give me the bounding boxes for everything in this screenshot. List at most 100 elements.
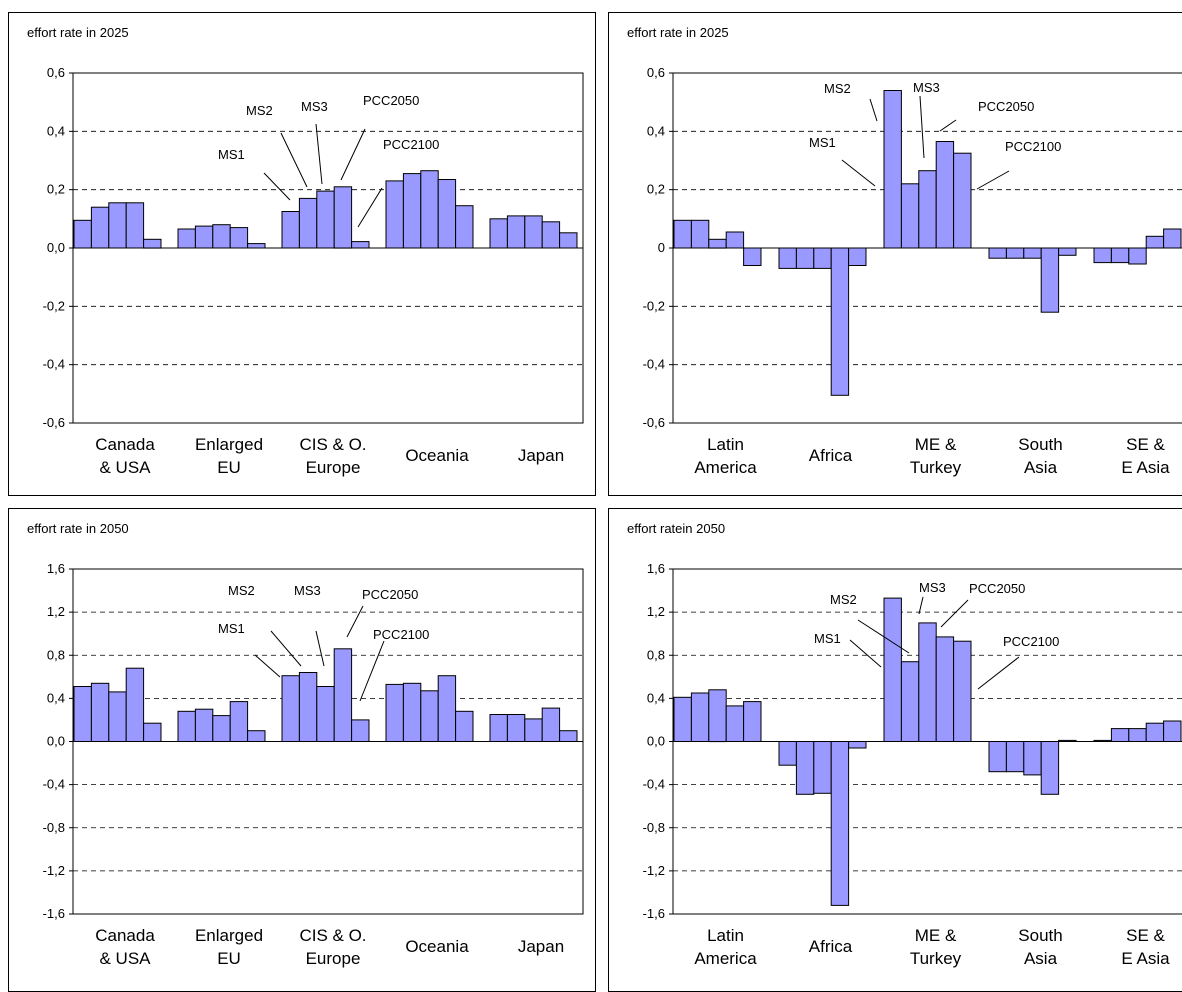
series-annotation-label: PCC2100 — [383, 137, 439, 152]
bar — [1023, 741, 1042, 776]
y-tick-label: -0,6 — [43, 415, 65, 430]
y-tick-label: 1,6 — [47, 561, 65, 576]
bar — [541, 221, 561, 249]
bar — [177, 710, 196, 743]
bar — [1005, 741, 1025, 773]
bar — [108, 691, 127, 742]
category-label: SE & — [1126, 435, 1165, 454]
annotation-leader-line — [280, 132, 308, 188]
category-label: E Asia — [1121, 458, 1170, 477]
chart-panel-bottom-left: effort rate in 2050 1,6 1,2 0,8 0,4 0,0 -0,4 -0… — [8, 508, 596, 992]
category-label: Japan — [518, 446, 564, 465]
y-tick-label: 0,6 — [47, 65, 65, 80]
annotation-leader-line — [869, 98, 878, 122]
y-tick-label: 1,2 — [47, 604, 65, 619]
category-label: America — [694, 458, 757, 477]
category-label: Enlarged — [195, 926, 263, 945]
category-label: EU — [217, 458, 241, 477]
annotation-leader-line — [977, 656, 1020, 690]
y-tick-label: 0,4 — [647, 690, 665, 705]
category-label: South — [1018, 435, 1062, 454]
series-annotation-label: PCC2100 — [1005, 139, 1061, 154]
y-tick-label: -1,2 — [643, 863, 665, 878]
bar — [524, 718, 543, 742]
bar — [298, 672, 318, 742]
annotation-leader-line — [357, 187, 383, 228]
bar — [935, 636, 955, 742]
bar — [437, 675, 457, 742]
series-annotation-label: MS2 — [228, 583, 255, 598]
y-tick-label: 0,4 — [47, 690, 65, 705]
bar — [420, 170, 439, 249]
annotation-leader-line — [939, 119, 957, 132]
bar — [281, 675, 300, 742]
y-tick-label: 1,6 — [647, 561, 665, 576]
bar — [455, 205, 474, 249]
bar — [1040, 741, 1060, 795]
y-tick-label: -1,2 — [43, 863, 65, 878]
y-tick-label: -0,8 — [43, 820, 65, 835]
category-label: Enlarged — [195, 435, 263, 454]
bar — [900, 661, 920, 742]
category-label: Turkey — [910, 458, 962, 477]
category-label: Europe — [306, 458, 361, 477]
bar — [988, 741, 1007, 773]
bar — [541, 707, 561, 743]
bar — [316, 190, 335, 249]
category-label: Europe — [306, 949, 361, 968]
category-label: Japan — [518, 937, 564, 956]
series-annotation-label: MS1 — [218, 621, 245, 636]
annotation-leader-line — [254, 654, 281, 678]
bar — [506, 215, 526, 249]
category-label: ME & — [915, 926, 957, 945]
category-label: & USA — [99, 949, 151, 968]
bar — [90, 206, 110, 249]
bar — [1163, 228, 1182, 249]
bar — [1110, 728, 1130, 743]
category-label: Canada — [95, 926, 155, 945]
category-label: Latin — [707, 435, 744, 454]
chart-title: effort rate in 2025 — [27, 25, 129, 40]
bar — [883, 90, 902, 249]
annotation-leader-line — [315, 630, 325, 667]
y-tick-label: -0,8 — [643, 820, 665, 835]
y-tick-label: -1,6 — [643, 906, 665, 921]
bar — [281, 211, 300, 249]
bar — [524, 215, 543, 249]
bar — [673, 696, 692, 743]
annotation-leader-line — [315, 123, 323, 185]
category-label: Latin — [707, 926, 744, 945]
y-tick-label: -1,6 — [43, 906, 65, 921]
chart-panel-bottom-right: effort ratein 2050 1,6 1,2 0,8 0,4 0,0 -0,4 -0,… — [608, 508, 1182, 992]
bar — [725, 231, 745, 249]
chart-svg: effort rate in 2025 0,6 0,4 0,2 0 -0,2 -0,4 -0,… — [627, 25, 1182, 477]
y-tick-label: 0,0 — [47, 240, 65, 255]
chart-svg: effort rate in 2025 0,6 0,4 0,2 0,0 -0,2 -0,4 -… — [27, 25, 584, 477]
series-annotation-label: MS1 — [809, 135, 836, 150]
annotation-leader-line — [919, 95, 925, 159]
bar — [690, 219, 710, 249]
bar — [1163, 720, 1182, 742]
bar — [1128, 728, 1147, 743]
bar — [1040, 247, 1060, 313]
bar — [90, 682, 110, 743]
category-label: Asia — [1024, 949, 1058, 968]
bar — [1128, 247, 1147, 265]
bar — [385, 683, 404, 742]
bar — [177, 228, 196, 249]
bar — [708, 238, 727, 249]
bar — [385, 180, 404, 249]
bar — [690, 692, 710, 742]
bar — [125, 667, 145, 742]
bar — [402, 173, 422, 249]
bar — [559, 232, 578, 249]
chart-title: effort rate in 2050 — [27, 521, 129, 536]
bar — [743, 247, 762, 266]
series-annotation-label: MS3 — [301, 99, 328, 114]
series-annotation-label: PCC2050 — [969, 581, 1025, 596]
category-label: Canada — [95, 435, 155, 454]
bar — [918, 622, 937, 742]
bar — [143, 238, 162, 249]
series-annotation-label: MS2 — [830, 592, 857, 607]
y-tick-label: 0,2 — [47, 182, 65, 197]
